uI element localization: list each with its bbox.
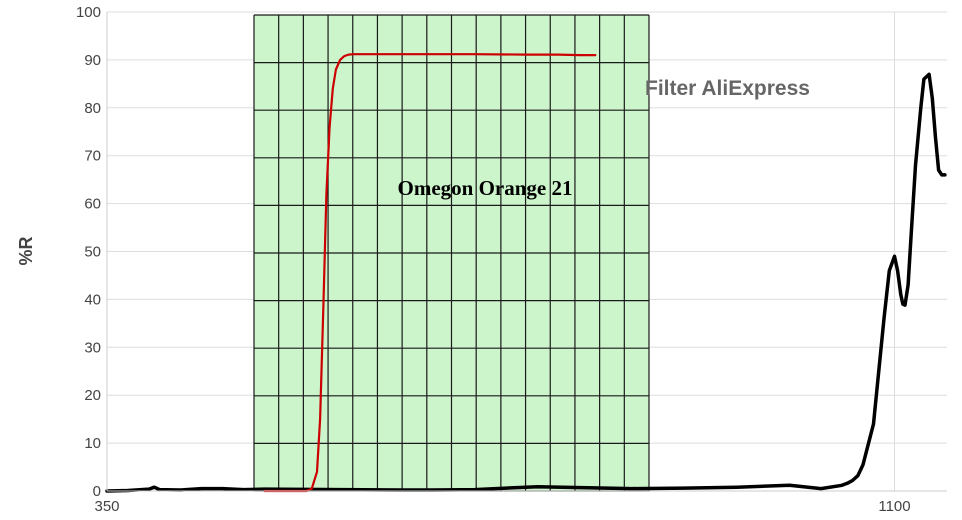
y-axis-title: %R: [16, 236, 36, 265]
series-line-1: [263, 53, 597, 493]
inset-label: Omegon Orange 21: [398, 176, 573, 200]
y-tick-label: 90: [84, 52, 101, 69]
axes: [106, 12, 947, 492]
inset-chart: [253, 14, 650, 492]
chart-overlay-label: Filter AliExpress: [645, 77, 810, 100]
y-tick-label: 20: [84, 387, 101, 404]
y-tick-label: 30: [84, 339, 101, 356]
x-tick-label: 1100: [878, 498, 910, 515]
labels: %R Filter AliExpress Omegon Orange 21 0 1…: [16, 4, 911, 515]
y-tick-label: 60: [84, 196, 101, 213]
y-tick-label: 100: [76, 4, 101, 21]
y-tick-label: 40: [84, 291, 101, 308]
inset-grid: [253, 14, 650, 492]
series-layer: [105, 53, 947, 493]
y-tick-label: 0: [93, 483, 101, 500]
y-tick-label: 70: [84, 148, 101, 165]
y-tick-label: 50: [84, 244, 101, 261]
y-tick-label: 80: [84, 100, 101, 117]
y-tick-label: 10: [84, 435, 101, 452]
series-line-0: [105, 72, 947, 493]
x-tick-label: 350: [94, 498, 119, 515]
